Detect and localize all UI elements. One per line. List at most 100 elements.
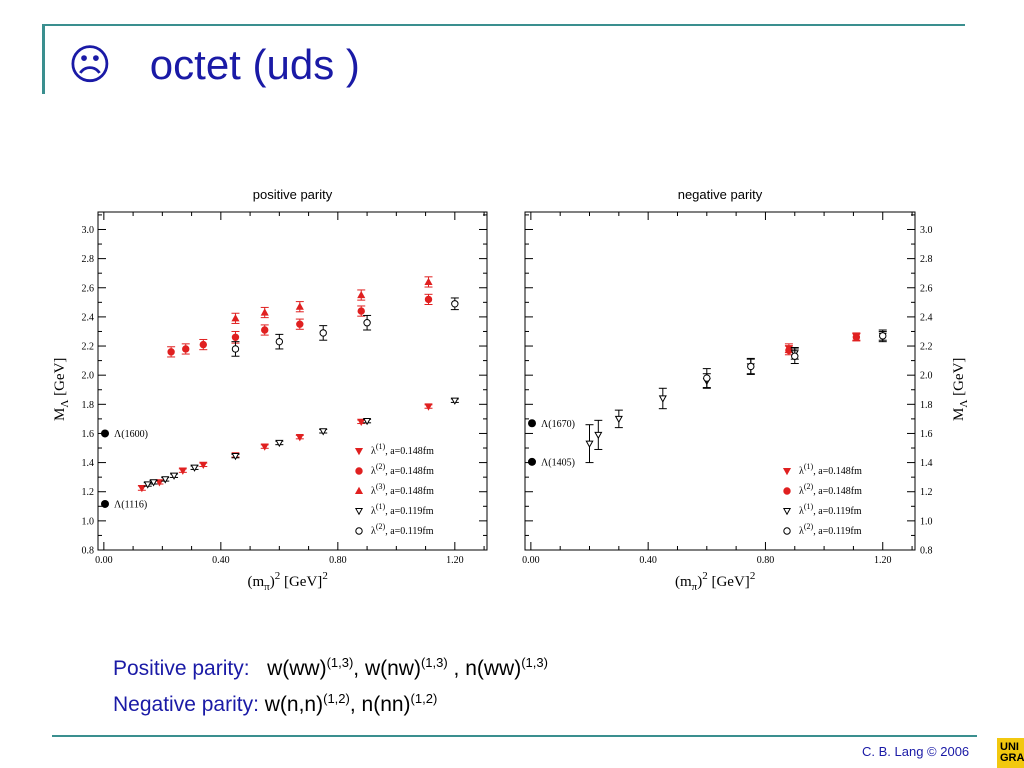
y-tick-label: 2.6 <box>920 283 933 294</box>
legend-entry-part: λ <box>799 526 804 537</box>
data-point <box>450 397 459 405</box>
caption-positive-item-sup: (1,3) <box>420 655 448 670</box>
caption-negative: Negative parity: w(n,n)(1,2), n(nn)(1,2) <box>113 684 548 720</box>
reference-state-marker <box>528 419 536 428</box>
data-point <box>319 329 327 337</box>
data-point <box>167 348 175 356</box>
legend-entry-part: (1) <box>376 502 386 511</box>
data-point <box>424 295 433 304</box>
data-point <box>231 314 240 322</box>
plot-frame <box>97 211 488 551</box>
data-point <box>261 326 269 334</box>
series-2 <box>585 330 887 464</box>
x-axis-label-part: ) <box>270 574 275 590</box>
data-point <box>155 479 164 487</box>
data-point <box>149 479 158 487</box>
legend-entry-part: (2) <box>804 522 814 531</box>
x-tick-label: 0.80 <box>329 555 347 566</box>
legend-entry-part: λ <box>371 486 376 497</box>
footer-credit: C. B. Lang © 2006 <box>862 744 970 759</box>
data-point <box>260 443 269 451</box>
legend-entry-part: λ <box>799 486 804 497</box>
x-tick-label: 1.20 <box>446 555 464 566</box>
data-point <box>594 431 603 440</box>
x-axis-label-part: (m <box>675 574 692 590</box>
data-point <box>614 415 623 424</box>
legend-entry-part: (2) <box>804 482 814 491</box>
chart-title: negative parity <box>678 187 763 202</box>
legend-entry: λ(1), a=0.148fm <box>371 442 434 457</box>
x-axis-label: (mπ)2 [GeV]2 <box>675 570 755 593</box>
caption-negative-item-sup: (1,2) <box>410 691 438 706</box>
title-accent-bar <box>42 24 45 94</box>
y-axis-label-part: [GeV] <box>951 358 967 400</box>
legend-entry-part: , a=0.148fm <box>385 486 434 497</box>
y-tick-label: 0.8 <box>920 546 933 557</box>
legend-entry-part: , a=0.148fm <box>813 466 862 477</box>
legend-entry-part: (2) <box>376 462 386 471</box>
data-point <box>363 418 372 426</box>
legend-marker <box>783 487 791 495</box>
data-point <box>295 434 304 442</box>
caption-negative-items: w(n,n)(1,2), n(nn)(1,2) <box>264 691 438 716</box>
y-tick-label: 2.6 <box>82 283 95 294</box>
series-3 <box>702 329 887 389</box>
caption-negative-item: w(n,n)(1,2), <box>264 691 362 716</box>
y-tick-label: 2.4 <box>920 312 933 323</box>
legend-entry-part: (1) <box>804 502 814 511</box>
slide-title: ☹ octet (uds ) <box>68 40 360 89</box>
caption-negative-item: n(nn)(1,2) <box>361 691 438 716</box>
data-point <box>296 320 304 328</box>
data-point <box>178 467 187 475</box>
legend-entry: λ(1), a=0.119fm <box>371 502 434 517</box>
caption-positive-item-sup: (1,3) <box>326 655 354 670</box>
y-tick-label: 2.8 <box>82 254 95 265</box>
legend-marker <box>782 467 792 476</box>
data-point <box>182 345 190 353</box>
y-tick-label: 1.8 <box>82 400 95 411</box>
legend-entry-part: λ <box>799 466 804 477</box>
y-tick-label: 2.2 <box>920 342 933 353</box>
data-point <box>260 308 269 316</box>
y-tick-label: 1.0 <box>82 516 95 527</box>
legend-marker <box>355 527 363 535</box>
data-point <box>231 333 240 341</box>
data-point <box>747 362 755 371</box>
series-1 <box>784 333 861 356</box>
reference-state-marker <box>101 429 109 438</box>
data-point <box>275 337 284 346</box>
y-tick-label: 3.0 <box>82 225 95 236</box>
legend-entry-part: λ <box>371 446 376 457</box>
data-point <box>852 333 861 341</box>
chart-title: positive parity <box>253 187 333 202</box>
y-tick-label: 0.8 <box>82 546 95 557</box>
y-axis-label-group: MΛ [GeV] <box>951 358 970 421</box>
data-point <box>357 290 366 299</box>
legend-entry-part: (3) <box>376 482 386 491</box>
x-axis-label-part: 2 <box>702 570 708 582</box>
y-tick-label: 1.4 <box>82 458 95 469</box>
legend-entry: λ(1), a=0.119fm <box>799 502 862 517</box>
reference-state-label: Λ(1405) <box>541 457 575 468</box>
y-tick-label: 2.2 <box>82 342 95 353</box>
y-tick-label: 1.8 <box>920 400 933 411</box>
legend-entry-part: λ <box>371 526 376 537</box>
caption-positive-items: w(ww)(1,3), w(nw)(1,3) , n(ww)(1,3) <box>267 655 548 680</box>
y-tick-label: 2.8 <box>920 254 933 265</box>
y-axis-label-part: Λ <box>59 400 71 408</box>
x-axis-label-part: 2 <box>750 570 756 582</box>
y-tick-label: 1.2 <box>82 487 95 498</box>
legend-marker <box>354 486 364 495</box>
legend-entry: λ(2), a=0.148fm <box>371 462 434 477</box>
data-point <box>363 319 371 327</box>
data-point <box>791 352 799 360</box>
caption-positive: Positive parity: w(ww)(1,3), w(nw)(1,3) … <box>113 648 548 684</box>
reference-state-marker <box>101 499 109 508</box>
x-axis-label-part: π <box>264 581 270 593</box>
y-tick-label: 1.6 <box>82 429 95 440</box>
slide-title-text: octet (uds ) <box>149 41 360 88</box>
reference-state-label: Λ(1670) <box>541 419 575 430</box>
data-point <box>295 302 304 310</box>
x-axis-label-part: 2 <box>322 570 328 582</box>
caption-positive-item: n(ww)(1,3) <box>465 655 548 680</box>
